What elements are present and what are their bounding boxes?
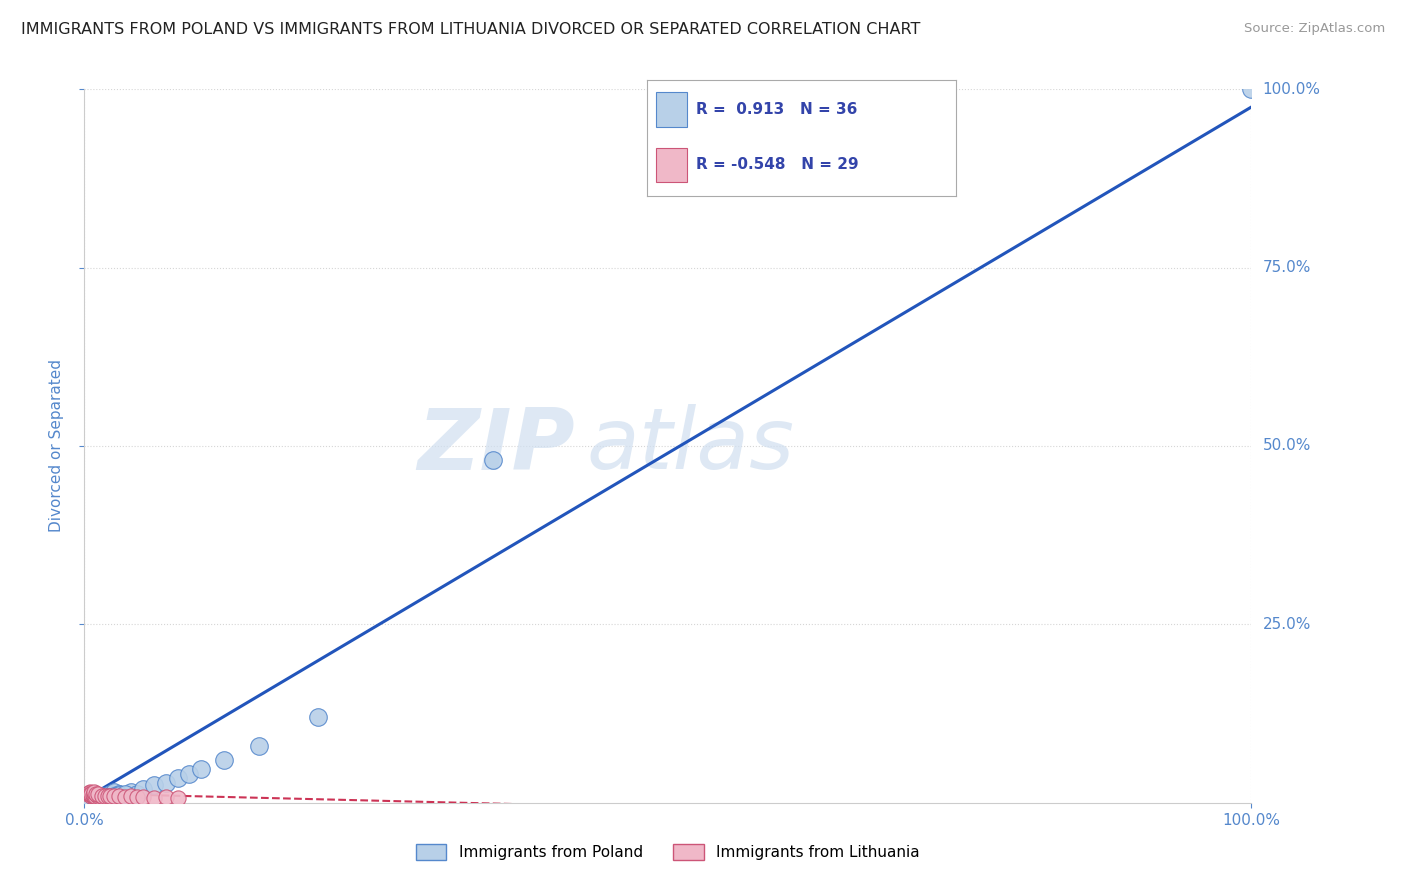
Text: 25.0%: 25.0% [1263,617,1310,632]
Point [132,781,155,796]
Text: 50.0%: 50.0% [1263,439,1310,453]
Text: R =  0.913   N = 36: R = 0.913 N = 36 [696,102,858,117]
Point [125,790,148,805]
Point [97,789,120,803]
Bar [657,92,688,127]
Point [105,789,128,804]
Point [83,790,105,805]
Bar [657,147,688,182]
Point [114,787,136,801]
Point [108,789,131,804]
Point [97,790,120,805]
Text: 100.0%: 100.0% [1263,82,1320,96]
Point [120,785,142,799]
Point [84,787,107,801]
Legend: Immigrants from Poland, Immigrants from Lithuania: Immigrants from Poland, Immigrants from … [409,838,927,866]
Point [166,790,188,805]
Point [90,789,112,803]
Point [77,786,100,800]
Point [143,790,166,805]
Point [143,778,166,792]
Point [103,785,125,799]
Text: ZIP: ZIP [416,404,575,488]
Point [114,790,136,805]
Point [84,790,107,805]
Point [166,771,188,785]
Point [79,792,101,806]
Point [76,787,98,801]
Point [155,790,177,805]
Point [83,789,105,804]
Point [87,789,110,804]
Point [82,788,104,802]
Text: 75.0%: 75.0% [1263,260,1310,275]
Point [105,789,128,803]
Point [80,789,103,803]
Point [87,792,110,806]
Point [84,787,107,801]
Point [79,787,101,801]
Point [80,787,103,801]
Point [179,767,201,781]
Point [90,790,112,805]
Point [1240,82,1263,96]
Point [87,787,110,801]
Point [83,789,105,803]
Point [90,789,112,803]
Point [247,739,270,753]
Point [87,789,110,803]
Point [83,787,105,801]
Point [82,789,104,803]
Point [103,789,125,803]
Point [79,785,101,799]
Point [125,787,148,801]
Text: Source: ZipAtlas.com: Source: ZipAtlas.com [1244,22,1385,36]
Point [103,790,125,805]
Point [132,790,155,805]
Point [84,789,107,803]
Point [108,788,131,802]
Text: IMMIGRANTS FROM POLAND VS IMMIGRANTS FROM LITHUANIA DIVORCED OR SEPARATED CORREL: IMMIGRANTS FROM POLAND VS IMMIGRANTS FRO… [21,22,921,37]
Point [94,789,117,804]
Point [108,787,131,801]
Point [98,789,121,804]
Point [103,789,125,803]
Point [94,790,117,805]
Point [108,787,131,801]
Text: atlas: atlas [586,404,794,488]
Text: R = -0.548   N = 29: R = -0.548 N = 29 [696,157,859,172]
Point [114,789,136,803]
Point [97,789,120,803]
Point [120,789,142,804]
Point [214,753,236,767]
Point [481,453,505,467]
Point [307,710,329,724]
Y-axis label: Divorced or Separated: Divorced or Separated [49,359,63,533]
Point [98,787,121,801]
Point [83,785,105,799]
Point [190,762,212,776]
Point [155,776,177,790]
Point [90,789,112,803]
